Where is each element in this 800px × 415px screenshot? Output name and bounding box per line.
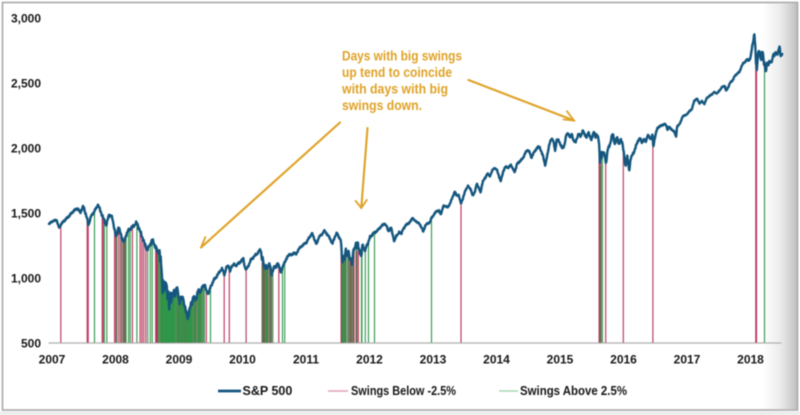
svg-text:2010: 2010 xyxy=(229,353,256,367)
svg-text:1,000: 1,000 xyxy=(11,272,41,286)
svg-text:2011: 2011 xyxy=(293,353,319,367)
svg-text:1,500: 1,500 xyxy=(11,207,41,221)
svg-text:with days with big: with days with big xyxy=(341,82,448,98)
svg-text:2008: 2008 xyxy=(102,353,129,367)
svg-text:swings down.: swings down. xyxy=(342,98,422,114)
svg-text:2,500: 2,500 xyxy=(11,77,41,91)
svg-text:2012: 2012 xyxy=(356,353,383,367)
svg-text:2018: 2018 xyxy=(737,353,764,367)
svg-text:2016: 2016 xyxy=(610,353,637,367)
svg-text:500: 500 xyxy=(21,337,41,351)
svg-text:Days with big swings: Days with big swings xyxy=(342,49,462,65)
svg-text:Swings Above 2.5%: Swings Above 2.5% xyxy=(520,384,627,398)
svg-text:up tend to coincide: up tend to coincide xyxy=(342,65,452,81)
svg-text:2013: 2013 xyxy=(420,353,447,367)
svg-text:3,000: 3,000 xyxy=(11,12,41,26)
svg-text:2015: 2015 xyxy=(547,353,574,367)
svg-text:2017: 2017 xyxy=(674,353,701,367)
svg-text:2014: 2014 xyxy=(483,353,510,367)
svg-text:2,000: 2,000 xyxy=(11,142,41,156)
svg-text:2009: 2009 xyxy=(166,353,193,367)
svg-text:Swings Below -2.5%: Swings Below -2.5% xyxy=(351,384,456,398)
svg-text:S&P 500: S&P 500 xyxy=(243,384,293,398)
svg-text:2007: 2007 xyxy=(39,353,66,367)
